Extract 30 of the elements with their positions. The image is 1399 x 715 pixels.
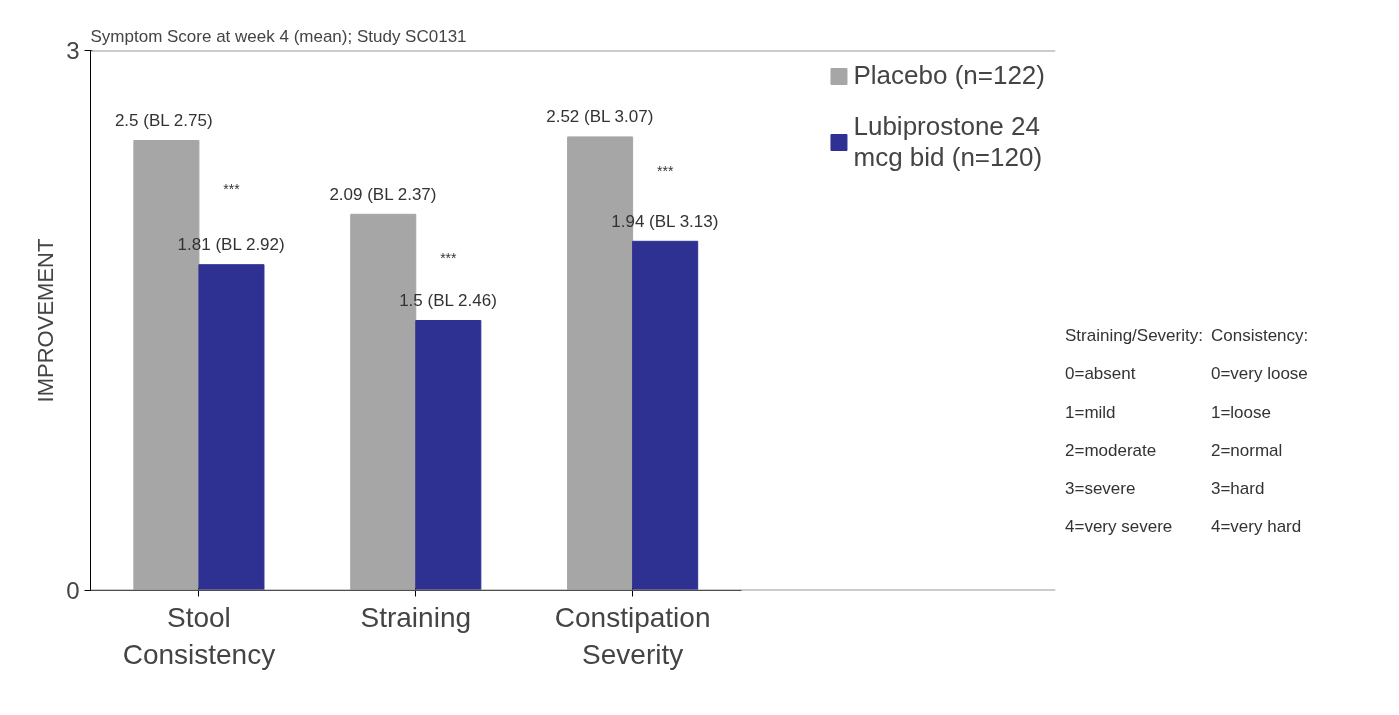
data-label: 2.52 (BL 3.07) bbox=[546, 107, 654, 127]
text: 3=severe bbox=[1065, 478, 1137, 501]
text: 1=loose bbox=[1210, 401, 1272, 424]
y-tick-label: 0 bbox=[66, 577, 80, 604]
data-label: 2.5 (BL 2.75) bbox=[114, 110, 213, 130]
y-tick-label: 3 bbox=[66, 37, 80, 64]
annotation: *** bbox=[223, 181, 241, 198]
x-tick-label: Stool Consistency bbox=[122, 601, 276, 670]
text: 2=normal bbox=[1210, 439, 1284, 462]
annotation: *** bbox=[440, 249, 458, 266]
chart-title: Symptom Score at week 4 (mean); Study SC0131 bbox=[90, 26, 467, 46]
legend-label: Placebo (n=122) bbox=[853, 60, 1045, 91]
x-tick-label: Constipation Severity bbox=[554, 601, 711, 670]
text: 4=very severe bbox=[1065, 516, 1174, 539]
bar bbox=[198, 264, 265, 591]
bar bbox=[415, 320, 482, 591]
text: 4=very hard bbox=[1210, 516, 1303, 539]
text: Consistency: bbox=[1210, 325, 1310, 347]
annotation: *** bbox=[656, 163, 674, 180]
legend-label: Lubiprostone 24 mcg bid (n=120) bbox=[853, 111, 1043, 173]
x-tick-label: Straining bbox=[360, 601, 472, 633]
text: 2=moderate bbox=[1065, 439, 1158, 462]
text: 0=absent bbox=[1065, 363, 1137, 386]
text: 1=mild bbox=[1065, 401, 1117, 424]
text: 0=very loose bbox=[1210, 363, 1309, 386]
bar bbox=[632, 240, 699, 591]
text: Straining/Severity: bbox=[1065, 325, 1204, 347]
data-label: 2.09 (BL 2.37) bbox=[329, 184, 437, 204]
text: 3=hard bbox=[1210, 478, 1266, 501]
y-axis-title: IMPROVEMENT bbox=[33, 238, 59, 403]
